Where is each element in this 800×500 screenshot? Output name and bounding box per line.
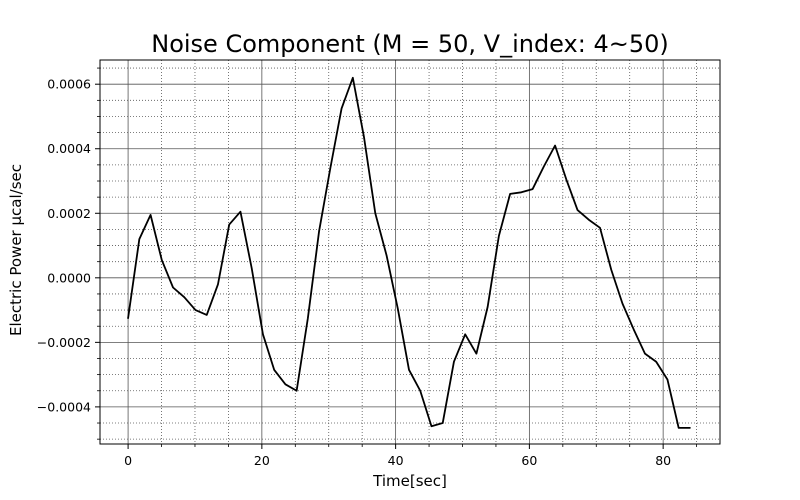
- x-tick-label: 80: [655, 453, 671, 468]
- y-axis-label: Electric Power μcal/sec: [7, 164, 25, 336]
- y-tick-label: 0.0000: [47, 270, 91, 285]
- x-tick-label: 60: [521, 453, 537, 468]
- x-axis-label: Time[sec]: [372, 472, 447, 490]
- y-tick-label: −0.0004: [37, 399, 91, 414]
- plot-area: 0 20 40 60 80 −0.0004 −0.0002 0.0000 0.0002 0.000…: [37, 59, 721, 468]
- y-tick-label: 0.0004: [47, 141, 91, 156]
- y-tick-label: −0.0002: [37, 335, 91, 350]
- minor-grid: [100, 60, 720, 444]
- series-line-1: [127, 76, 691, 429]
- y-tick-label: 0.0002: [47, 206, 91, 221]
- chart-title: Noise Component (M = 50, V_index: 4~50): [151, 30, 668, 58]
- major-grid: [100, 60, 720, 444]
- x-tick-label: 20: [254, 453, 270, 468]
- x-tick-label: 0: [124, 453, 132, 468]
- y-tick-label: 0.0006: [47, 77, 91, 92]
- ticks: 0 20 40 60 80 −0.0004 −0.0002 0.0000 0.0002 0.000…: [37, 67, 697, 468]
- axes-frame: [99, 59, 721, 445]
- x-tick-label: 40: [388, 453, 404, 468]
